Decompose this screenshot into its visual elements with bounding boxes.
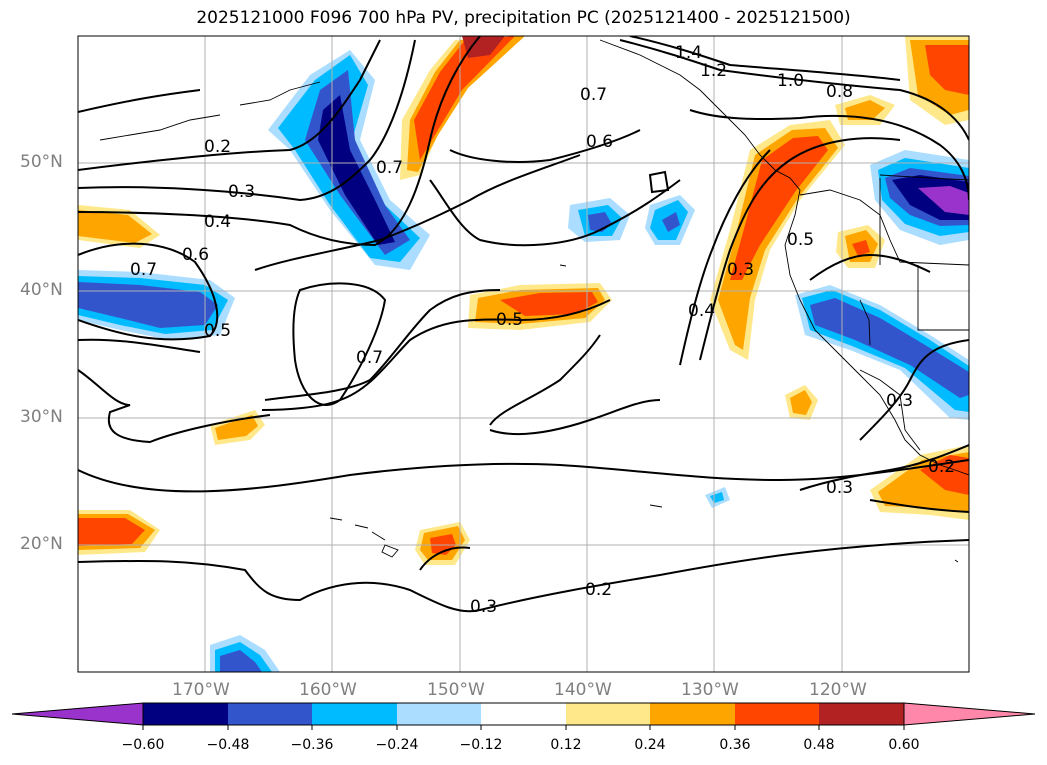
contour-label: 0.2: [928, 457, 955, 477]
contour-label: 0.7: [130, 260, 157, 280]
contour-label: 1.4: [675, 43, 702, 63]
lon-label-160w: 160°W: [299, 680, 357, 700]
colorbar-segment: [143, 703, 228, 725]
colorbar-tick-label: 0.60: [888, 737, 920, 753]
colorbar-segment: [735, 703, 819, 725]
map-plot-area: 1.4 1.2 1.0 0.8 0.7 0.7 0.6 0.2 0.3 0.4 …: [78, 36, 969, 672]
map-frame: [77, 35, 970, 673]
contour-label: 0.2: [204, 137, 231, 157]
contour-label: 1.0: [777, 71, 804, 91]
contour-label: 1.2: [700, 61, 727, 81]
contour-label: 0.7: [580, 85, 607, 105]
graticule: [78, 36, 969, 672]
colorbar-segment: [397, 703, 481, 725]
colorbar-segment: [566, 703, 650, 725]
lon-label-120w: 120°W: [809, 680, 867, 700]
colorbar-tick-label: 0.24: [634, 737, 666, 753]
contour-label: 0.5: [787, 230, 814, 250]
colorbar-segment: [228, 703, 312, 725]
contour-label: 0.5: [204, 321, 231, 341]
contour-label: 0.4: [688, 301, 715, 321]
colorbar-segment: [481, 703, 566, 725]
colorbar-tick-label: 0.36: [719, 737, 751, 753]
colorbar-tick-label: −0.48: [206, 737, 250, 753]
contour-label: 0.7: [376, 158, 403, 178]
colorbar-tick-label: 0.48: [803, 737, 835, 753]
lon-label-140w: 140°W: [554, 680, 612, 700]
lon-label-170w: 170°W: [172, 680, 230, 700]
contour-label: 0.3: [727, 260, 754, 280]
colorbar-tick-label: −0.24: [375, 737, 419, 753]
lat-label-50n: 50°N: [20, 152, 63, 172]
colorbar-tick-label: −0.36: [290, 737, 334, 753]
colorbar-tick-label: −0.12: [459, 737, 503, 753]
contour-label: 0.3: [886, 391, 913, 411]
contour-label: 0.6: [182, 245, 209, 265]
colorbar-tick-label: 0.12: [550, 737, 582, 753]
contour-label: 0.3: [826, 478, 853, 498]
lat-label-30n: 30°N: [20, 407, 63, 427]
colorbar-segment: [819, 703, 904, 725]
lat-label-40n: 40°N: [20, 280, 63, 300]
lon-label-150w: 150°W: [427, 680, 485, 700]
pv-contours: [78, 36, 969, 613]
contour-label: 0.3: [470, 597, 497, 617]
contour-label: 0.5: [496, 310, 523, 330]
contour-label: 0.7: [356, 348, 383, 368]
colorbar-extend-low: [11, 702, 144, 726]
contour-label: 0.4: [204, 212, 231, 232]
colorbar-extend-high: [903, 702, 1036, 726]
contour-labels: 1.4 1.2 1.0 0.8 0.7 0.7 0.6 0.2 0.3 0.4 …: [130, 43, 955, 617]
contour-label: 0.2: [585, 580, 612, 600]
contour-label: 0.6: [586, 132, 613, 152]
lat-label-20n: 20°N: [20, 534, 63, 554]
colorbar: [11, 702, 1036, 730]
contour-label: 0.8: [826, 82, 853, 102]
coastlines: [99, 39, 969, 563]
colorbar-segment: [312, 703, 397, 725]
lon-label-130w: 130°W: [681, 680, 739, 700]
contour-label: 0.3: [228, 182, 255, 202]
colorbar-segment: [650, 703, 735, 725]
colorbar-tick-label: −0.60: [121, 737, 165, 753]
map-title: 2025121000 F096 700 hPa PV, precipitatio…: [196, 8, 851, 28]
